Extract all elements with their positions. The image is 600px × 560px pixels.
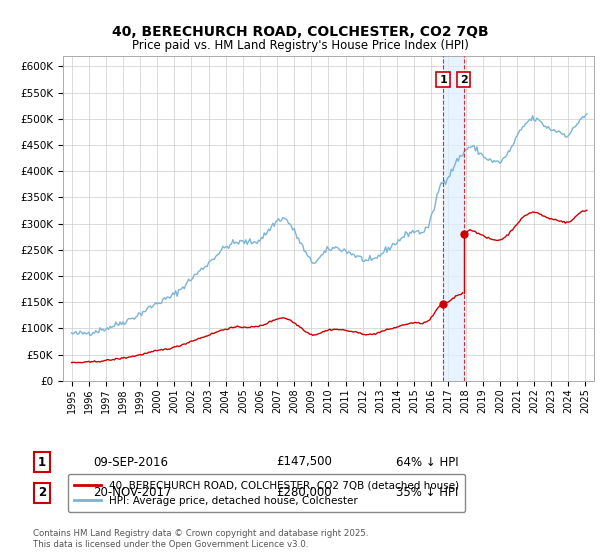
Text: 20-NOV-2017: 20-NOV-2017: [93, 486, 172, 500]
Text: 2: 2: [38, 486, 46, 500]
Text: 1: 1: [439, 74, 447, 85]
Text: 09-SEP-2016: 09-SEP-2016: [93, 455, 168, 469]
Bar: [443, 56, 464, 381]
Text: Price paid vs. HM Land Registry's House Price Index (HPI): Price paid vs. HM Land Registry's House …: [131, 39, 469, 52]
Text: 40, BERECHURCH ROAD, COLCHESTER, CO2 7QB: 40, BERECHURCH ROAD, COLCHESTER, CO2 7QB: [112, 25, 488, 39]
Text: 64% ↓ HPI: 64% ↓ HPI: [396, 455, 458, 469]
Text: Contains HM Land Registry data © Crown copyright and database right 2025.
This d: Contains HM Land Registry data © Crown c…: [33, 529, 368, 549]
Text: £280,000: £280,000: [276, 486, 332, 500]
Text: £147,500: £147,500: [276, 455, 332, 469]
Text: 2: 2: [460, 74, 467, 85]
Text: 1: 1: [38, 455, 46, 469]
Legend: 40, BERECHURCH ROAD, COLCHESTER, CO2 7QB (detached house), HPI: Average price, d: 40, BERECHURCH ROAD, COLCHESTER, CO2 7QB…: [68, 474, 465, 512]
Text: 35% ↓ HPI: 35% ↓ HPI: [396, 486, 458, 500]
